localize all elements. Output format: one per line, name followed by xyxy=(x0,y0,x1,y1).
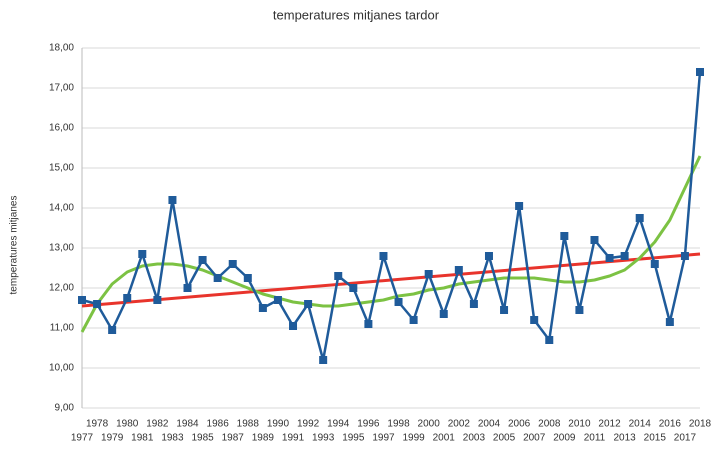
marker xyxy=(379,252,388,260)
x-tick-label: 2011 xyxy=(584,433,606,444)
x-tick-label: 2009 xyxy=(553,433,576,444)
marker xyxy=(409,316,418,324)
y-axis-label: temperatures mitjanes xyxy=(9,196,20,295)
line xyxy=(81,71,702,362)
x-tick-label: 2004 xyxy=(478,419,501,430)
x-tick-label: 1988 xyxy=(237,419,260,430)
marker xyxy=(153,296,162,304)
marker xyxy=(680,252,689,260)
x-tick-label: 1983 xyxy=(161,433,184,444)
x-tick-label: 2015 xyxy=(644,433,667,444)
x-tick-label: 2017 xyxy=(674,433,697,444)
marker xyxy=(530,316,539,324)
marker xyxy=(484,252,493,260)
x-tick-label: 1993 xyxy=(312,433,335,444)
x-tick-label: 1981 xyxy=(131,433,154,444)
y-tick-label: 15,00 xyxy=(49,163,74,174)
marker xyxy=(635,214,644,222)
x-tick-label: 2018 xyxy=(689,419,712,430)
x-tick-label: 1998 xyxy=(387,419,410,430)
x-tick-label: 2016 xyxy=(659,419,682,430)
marker xyxy=(243,274,252,282)
marker xyxy=(304,300,313,308)
x-tick-label: 2010 xyxy=(568,419,591,430)
x-tick-label: 1991 xyxy=(282,433,305,444)
x-tick-label: 2000 xyxy=(418,419,441,430)
marker xyxy=(183,284,192,292)
y-tick-label: 13,00 xyxy=(49,243,74,254)
x-tick-label: 2012 xyxy=(598,419,621,430)
x-tick-label: 1979 xyxy=(101,433,124,444)
marker xyxy=(198,256,207,264)
marker xyxy=(213,274,222,282)
marker xyxy=(168,196,177,204)
marker xyxy=(258,304,267,312)
marker xyxy=(319,356,328,364)
marker xyxy=(349,284,358,292)
marker xyxy=(665,318,674,326)
y-tick-label: 11,00 xyxy=(50,323,75,334)
x-tick-label: 1994 xyxy=(327,419,350,430)
marker xyxy=(364,320,373,328)
marker xyxy=(545,336,554,344)
marker xyxy=(605,254,614,262)
marker xyxy=(424,270,433,278)
x-tick-label: 2001 xyxy=(433,433,456,444)
y-tick-label: 12,00 xyxy=(49,283,74,294)
marker xyxy=(228,260,237,268)
x-tick-label: 1985 xyxy=(191,433,214,444)
marker xyxy=(108,326,117,334)
x-tick-label: 1999 xyxy=(402,433,425,444)
y-tick-label: 16,00 xyxy=(49,123,74,134)
marker xyxy=(78,296,86,304)
marker xyxy=(394,298,403,306)
x-tick-label: 2005 xyxy=(493,433,516,444)
marker xyxy=(469,300,478,308)
x-tick-label: 1997 xyxy=(372,433,395,444)
x-tick-label: 1989 xyxy=(252,433,275,444)
marker xyxy=(138,250,147,258)
x-tick-label: 2014 xyxy=(629,419,652,430)
marker xyxy=(620,252,629,260)
marker xyxy=(650,260,659,268)
marker xyxy=(696,68,704,76)
marker xyxy=(560,232,569,240)
y-tick-label: 18,00 xyxy=(49,43,74,54)
x-tick-label: 1990 xyxy=(267,419,290,430)
x-tick-label: 1978 xyxy=(86,419,109,430)
marker xyxy=(454,266,463,274)
x-tick-label: 1980 xyxy=(116,419,139,430)
marker xyxy=(273,296,282,304)
y-tick-label: 17,00 xyxy=(49,83,74,94)
x-tick-label: 2007 xyxy=(523,433,546,444)
x-tick-label: 2003 xyxy=(463,433,486,444)
y-tick-label: 14,00 xyxy=(49,203,74,214)
x-tick-label: 1977 xyxy=(71,433,94,444)
x-tick-label: 1992 xyxy=(297,419,320,430)
marker xyxy=(500,306,509,314)
y-tick-label: 9,00 xyxy=(55,403,75,414)
marker xyxy=(289,322,298,330)
marker xyxy=(93,300,102,308)
x-tick-label: 1986 xyxy=(207,419,230,430)
chart-title: temperatures mitjanes tardor xyxy=(273,7,440,22)
marker xyxy=(123,294,132,302)
x-tick-label: 2008 xyxy=(538,419,561,430)
x-tick-label: 1987 xyxy=(222,433,245,444)
x-tick-label: 2013 xyxy=(614,433,637,444)
x-tick-label: 1984 xyxy=(176,419,199,430)
x-tick-label: 1982 xyxy=(146,419,169,430)
marker xyxy=(590,236,599,244)
poly-trend xyxy=(80,155,702,333)
x-tick-label: 1996 xyxy=(357,419,380,430)
x-tick-label: 2002 xyxy=(448,419,471,430)
x-tick-label: 1995 xyxy=(342,433,365,444)
marker xyxy=(515,202,524,210)
y-tick-label: 10,00 xyxy=(49,363,74,374)
x-tick-label: 2006 xyxy=(508,419,531,430)
marker xyxy=(334,272,343,280)
marker xyxy=(575,306,584,314)
marker xyxy=(439,310,448,318)
